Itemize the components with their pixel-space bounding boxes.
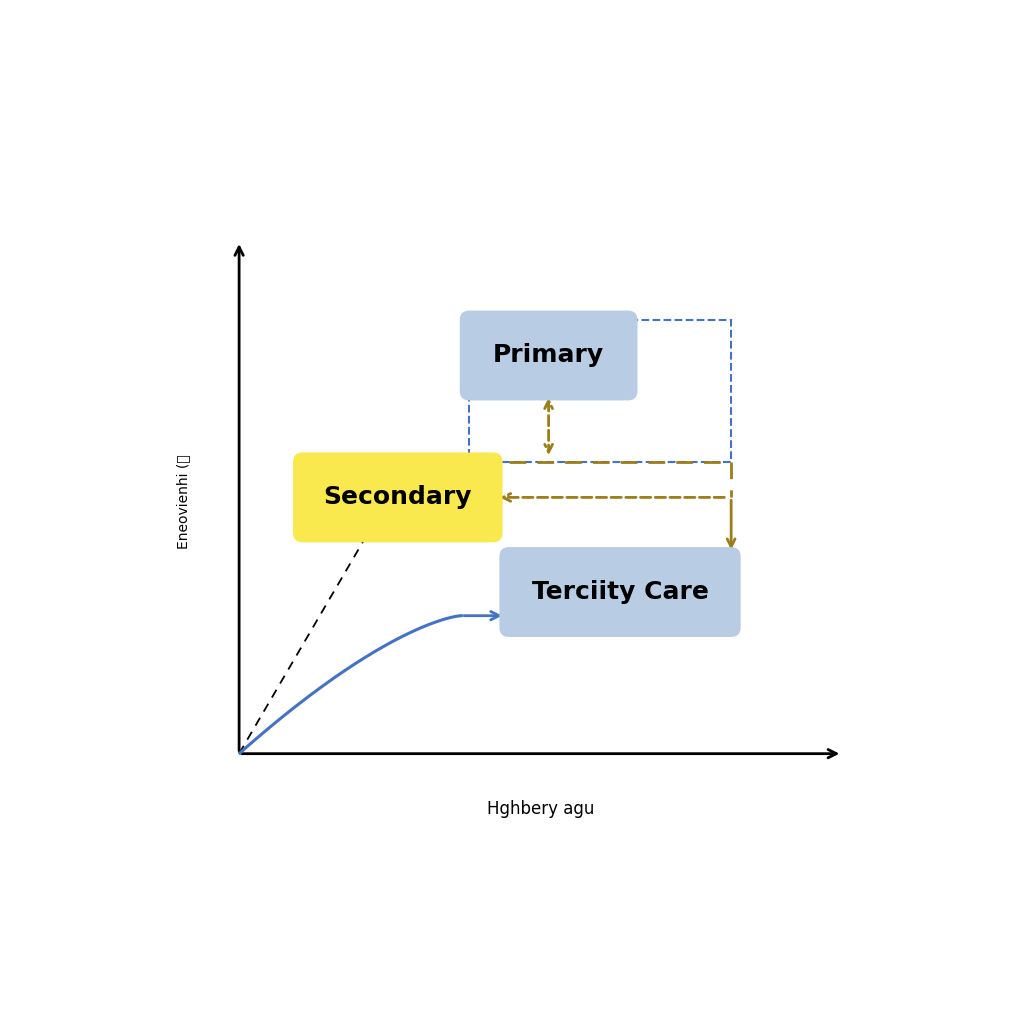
Text: Secondary: Secondary — [324, 485, 472, 509]
Text: Eneovienhi (二: Eneovienhi (二 — [176, 454, 190, 549]
FancyBboxPatch shape — [460, 310, 638, 400]
Bar — [469, 319, 731, 462]
FancyBboxPatch shape — [293, 453, 503, 543]
FancyBboxPatch shape — [500, 547, 740, 637]
Text: Primary: Primary — [493, 343, 604, 368]
Text: Terciity Care: Terciity Care — [531, 580, 709, 604]
Text: Hghbery agu: Hghbery agu — [487, 800, 594, 818]
